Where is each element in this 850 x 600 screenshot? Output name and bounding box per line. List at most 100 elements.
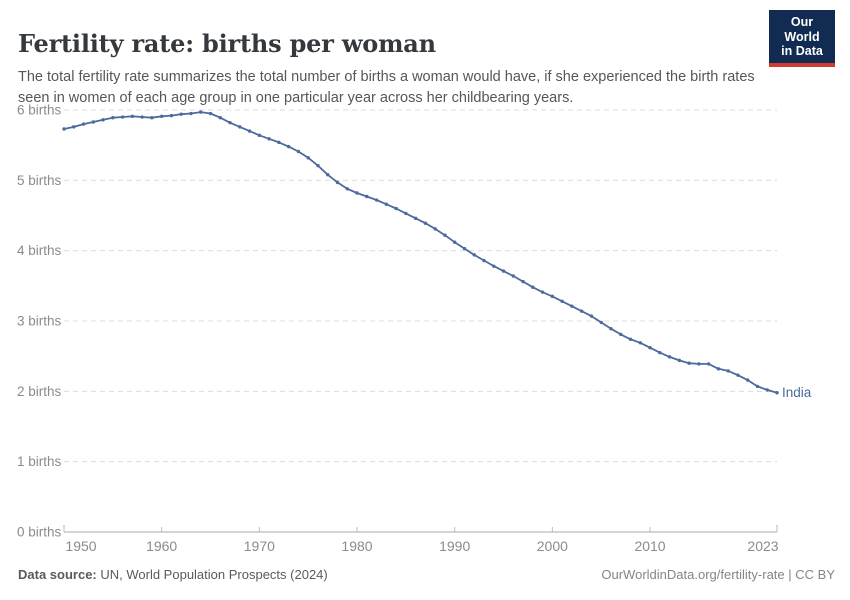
data-point-india-1963[interactable] bbox=[189, 111, 193, 116]
y-tick-label-4: 4 births bbox=[17, 243, 62, 258]
series-end-label-india[interactable]: India bbox=[782, 385, 812, 400]
x-tick-label-2023: 2023 bbox=[747, 538, 778, 554]
y-tick-label-2: 2 births bbox=[17, 384, 62, 399]
data-point-india-1950[interactable] bbox=[62, 127, 66, 131]
x-tick-label-1980: 1980 bbox=[341, 538, 372, 554]
data-point-india-2021[interactable] bbox=[755, 384, 760, 389]
data-point-india-2015[interactable] bbox=[697, 362, 701, 366]
data-point-india-2010[interactable] bbox=[648, 346, 652, 350]
data-point-india-1995[interactable] bbox=[501, 269, 506, 273]
data-point-india-1953[interactable] bbox=[91, 120, 96, 124]
x-tick-label-2000: 2000 bbox=[537, 538, 568, 554]
data-point-india-1967[interactable] bbox=[228, 120, 232, 125]
data-point-india-1952[interactable] bbox=[81, 122, 86, 126]
owid-logo-line1: Our World bbox=[784, 15, 820, 44]
data-point-india-2009[interactable] bbox=[638, 341, 642, 345]
data-point-india-1966[interactable] bbox=[218, 116, 222, 120]
data-point-india-2018[interactable] bbox=[726, 369, 730, 373]
data-point-india-1969[interactable] bbox=[247, 129, 252, 133]
license-link[interactable]: CC BY bbox=[795, 567, 835, 582]
data-point-india-1970[interactable] bbox=[257, 133, 262, 138]
footer-separator: | bbox=[784, 567, 796, 582]
data-point-india-1998[interactable] bbox=[531, 285, 535, 289]
y-tick-label-6: 6 births bbox=[17, 103, 62, 118]
data-point-india-1968[interactable] bbox=[238, 125, 242, 129]
data-point-india-1997[interactable] bbox=[521, 279, 525, 284]
data-point-india-2013[interactable] bbox=[677, 358, 682, 363]
chart-subtitle: The total fertility rate summarizes the … bbox=[18, 68, 755, 106]
data-point-india-1991[interactable] bbox=[462, 246, 467, 251]
data-point-india-1982[interactable] bbox=[374, 198, 379, 202]
data-point-india-1975[interactable] bbox=[306, 156, 310, 160]
owid-logo-text: Our World in Data bbox=[769, 10, 835, 63]
data-point-india-2016[interactable] bbox=[706, 362, 711, 366]
data-point-india-1976[interactable] bbox=[316, 163, 320, 168]
x-tick-label-1950: 1950 bbox=[65, 538, 96, 554]
data-point-india-2001[interactable] bbox=[560, 299, 564, 304]
data-point-india-1999[interactable] bbox=[540, 290, 545, 294]
data-point-india-2014[interactable] bbox=[687, 361, 691, 365]
x-tick-label-1990: 1990 bbox=[439, 538, 470, 554]
x-tick-label-1960: 1960 bbox=[146, 538, 177, 554]
data-point-india-2019[interactable] bbox=[736, 373, 740, 377]
data-point-india-1988[interactable] bbox=[433, 227, 437, 231]
data-point-india-1981[interactable] bbox=[365, 194, 369, 199]
data-point-india-1983[interactable] bbox=[384, 202, 389, 206]
owid-logo-accent-bar bbox=[769, 62, 835, 67]
data-point-india-2017[interactable] bbox=[716, 367, 721, 371]
data-point-india-1961[interactable] bbox=[169, 113, 174, 118]
data-point-india-1972[interactable] bbox=[277, 140, 281, 145]
y-tick-label-0: 0 births bbox=[17, 525, 62, 540]
data-point-india-1959[interactable] bbox=[150, 116, 154, 120]
data-point-india-1979[interactable] bbox=[345, 187, 349, 191]
data-point-india-1978[interactable] bbox=[335, 180, 340, 185]
data-point-india-1977[interactable] bbox=[326, 173, 330, 177]
data-point-india-1994[interactable] bbox=[492, 264, 496, 268]
data-point-india-1986[interactable] bbox=[413, 216, 418, 221]
data-point-india-2011[interactable] bbox=[658, 350, 662, 355]
data-point-india-1973[interactable] bbox=[286, 144, 291, 149]
data-point-india-2020[interactable] bbox=[745, 378, 750, 382]
data-point-india-1956[interactable] bbox=[120, 115, 125, 119]
data-point-india-1964[interactable] bbox=[199, 110, 203, 114]
data-point-india-1958[interactable] bbox=[140, 115, 144, 119]
owid-logo[interactable]: Our World in Data bbox=[769, 10, 835, 67]
data-point-india-1955[interactable] bbox=[111, 116, 115, 120]
data-point-india-2008[interactable] bbox=[628, 337, 633, 341]
data-point-india-1996[interactable] bbox=[511, 274, 515, 278]
data-point-india-1951[interactable] bbox=[72, 125, 76, 129]
data-point-india-1954[interactable] bbox=[101, 118, 105, 122]
data-source-value[interactable]: UN, World Population Prospects (2024) bbox=[96, 567, 328, 582]
data-point-india-2006[interactable] bbox=[609, 327, 613, 331]
data-point-india-2002[interactable] bbox=[570, 304, 574, 308]
data-point-india-2012[interactable] bbox=[667, 355, 672, 359]
data-point-india-1980[interactable] bbox=[355, 191, 359, 195]
data-point-india-1965[interactable] bbox=[208, 111, 213, 116]
data-point-india-1984[interactable] bbox=[394, 206, 398, 211]
data-point-india-2003[interactable] bbox=[579, 309, 584, 313]
data-point-india-1989[interactable] bbox=[443, 233, 447, 237]
data-point-india-1962[interactable] bbox=[179, 112, 183, 116]
data-point-india-1987[interactable] bbox=[423, 221, 428, 225]
data-point-india-2005[interactable] bbox=[599, 320, 603, 325]
y-tick-label-1: 1 births bbox=[17, 454, 62, 469]
data-point-india-2022[interactable] bbox=[765, 388, 769, 392]
data-point-india-1957[interactable] bbox=[130, 114, 135, 119]
data-point-india-1990[interactable] bbox=[452, 240, 457, 244]
data-point-india-1993[interactable] bbox=[482, 258, 486, 263]
line-series-india[interactable] bbox=[63, 111, 778, 394]
data-point-india-1974[interactable] bbox=[296, 149, 301, 154]
data-point-india-1971[interactable] bbox=[267, 137, 271, 141]
data-point-india-2023[interactable] bbox=[775, 391, 779, 395]
chart-footer: Data source: UN, World Population Prospe… bbox=[18, 567, 835, 582]
data-point-india-2007[interactable] bbox=[619, 332, 623, 337]
canonical-url-link[interactable]: OurWorldinData.org/fertility-rate bbox=[601, 567, 785, 582]
data-point-india-2004[interactable] bbox=[589, 314, 594, 318]
data-point-india-2000[interactable] bbox=[550, 294, 555, 299]
data-point-india-1960[interactable] bbox=[159, 114, 164, 119]
data-point-india-1992[interactable] bbox=[472, 253, 476, 257]
data-source-label: Data source: bbox=[18, 567, 97, 582]
data-point-india-1985[interactable] bbox=[404, 211, 408, 216]
